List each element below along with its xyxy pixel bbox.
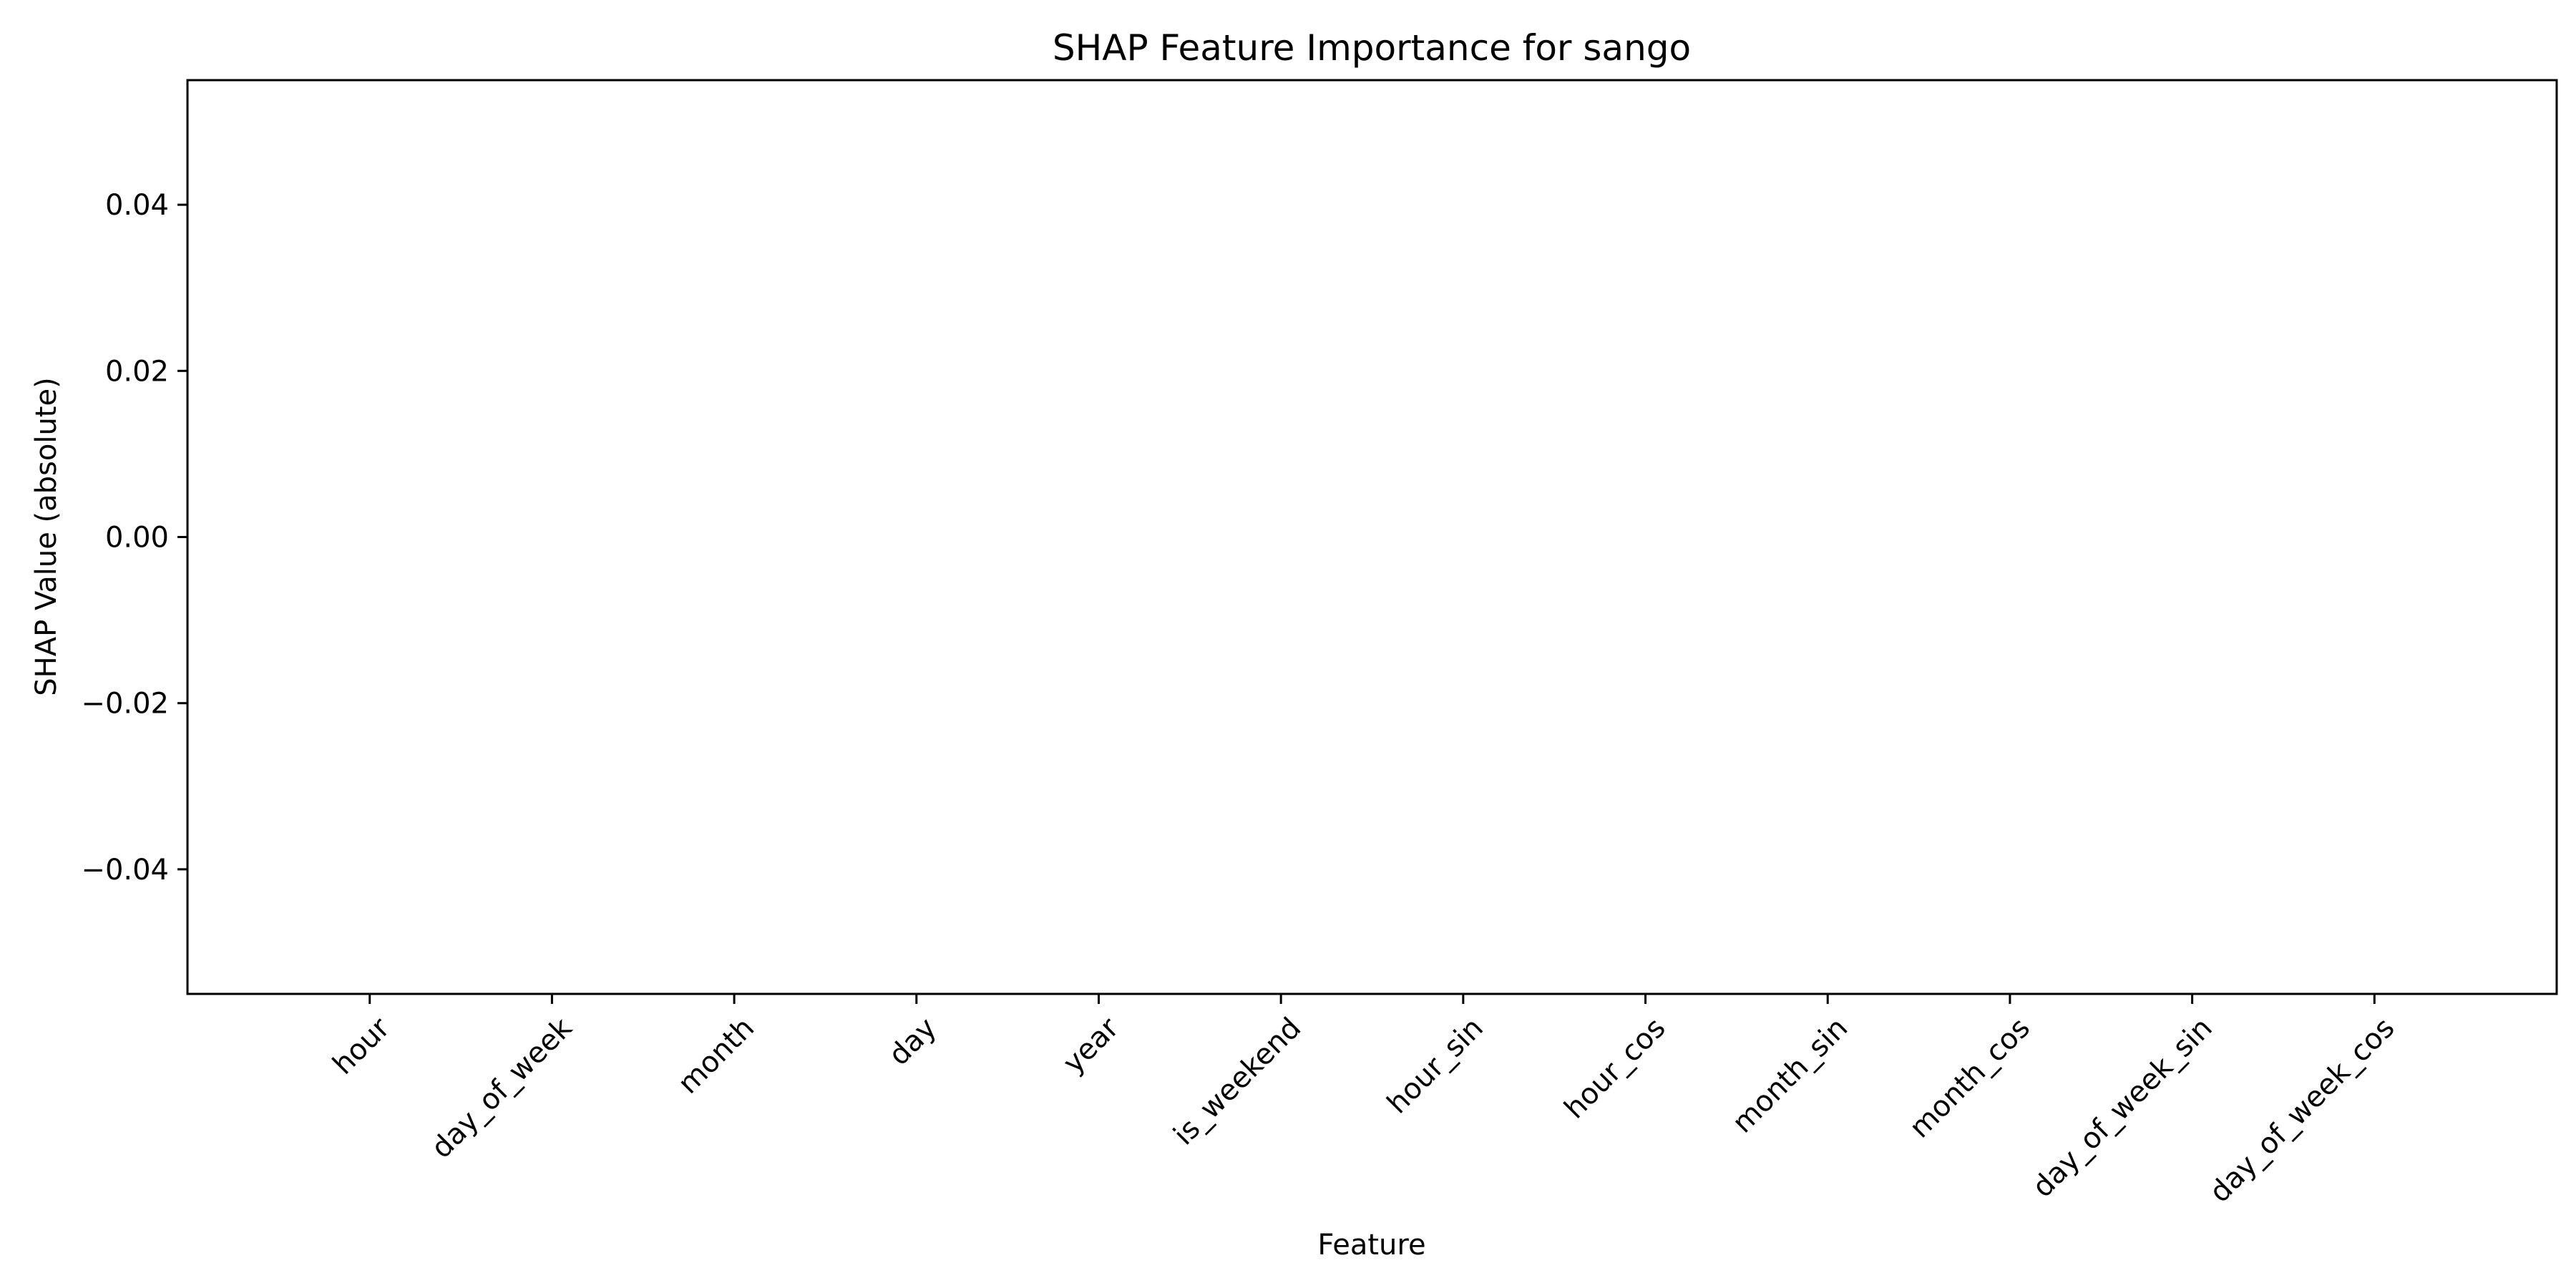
x-tick-label: month_sin (1726, 1012, 1854, 1140)
x-tick-label: day_of_week (425, 1011, 579, 1165)
y-tick-label: −0.02 (81, 688, 169, 721)
y-tick-label: 0.00 (105, 522, 169, 555)
y-axis: −0.04 −0.02 0.00 0.02 0.04 (81, 189, 187, 887)
y-tick-label: 0.04 (105, 189, 169, 222)
x-tick-label: month (672, 1012, 761, 1101)
plot-area (186, 79, 2558, 995)
x-tick-label: day (882, 1012, 943, 1073)
plot-frame (186, 79, 2558, 995)
x-tick-label: hour_sin (1381, 1012, 1490, 1121)
x-tick-label: hour (326, 1011, 396, 1081)
x-tick-label: is_weekend (1167, 1012, 1307, 1152)
y-tick-label: 0.02 (105, 355, 169, 388)
y-axis-label: SHAP Value (absolute) (30, 377, 63, 696)
chart-title: SHAP Feature Importance for sango (1053, 27, 1691, 69)
x-axis-label: Feature (1317, 1229, 1425, 1262)
x-tick-label: day_of_week_cos (2203, 1012, 2401, 1209)
x-tick-label: year (1057, 1011, 1126, 1080)
x-tick-label: hour_cos (1558, 1012, 1672, 1126)
y-tick-label: −0.04 (81, 854, 169, 887)
x-tick-label: day_of_week_sin (2026, 1012, 2219, 1204)
x-axis: hour day_of_week month day year is_weekend hou… (326, 994, 2401, 1209)
x-tick-label: month_cos (1903, 1012, 2036, 1145)
